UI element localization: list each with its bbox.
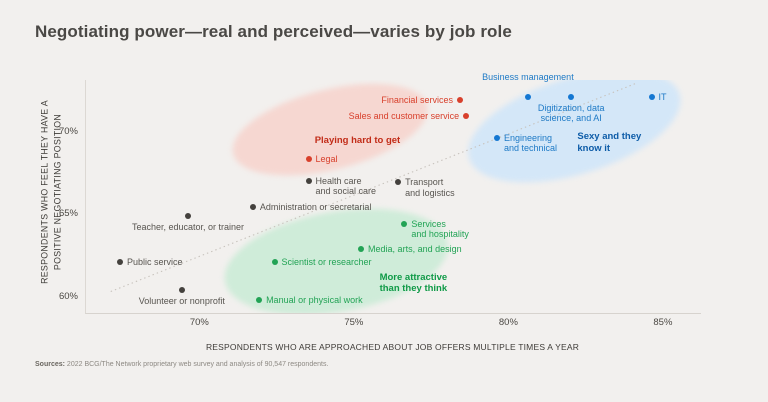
source-note: Sources: 2022 BCG/The Network proprietar… [35,361,328,368]
data-point-label: Sales and customer service [348,111,460,122]
data-point-dot [463,113,470,120]
data-point-dot [305,156,312,163]
data-point-label: IT [658,91,667,102]
data-point-label: Media, arts, and design [368,243,462,254]
data-point-dot [494,134,501,141]
data-point-dot [395,179,402,186]
x-axis-tick-label: 80% [498,317,518,328]
region-ellipses-layer [110,80,681,313]
data-point-label: Engineering and technical [504,132,558,154]
data-point-label: Health care and social care [315,175,377,197]
region-label-more-attractive-than-they-think: More attractive than they think [379,271,448,295]
data-point-label: Business management [482,72,574,83]
source-note-label: Sources: [35,361,65,368]
data-point-dot [271,258,278,265]
data-point-dot [178,286,185,293]
plot-area: Playing hard to get Sexy and they know it… [85,72,701,314]
data-point-label: Scientist or researcher [281,256,372,267]
data-point-dot [249,204,256,211]
data-point-dot [456,96,463,103]
x-axis-tick-label: 85% [653,317,673,328]
page-title: Negotiating power—real and perceived—var… [35,22,512,41]
data-point-dot [116,258,123,265]
y-axis-tick-label: 70% [58,125,78,137]
x-axis-tick-label: 70% [189,317,209,328]
data-point-dot [524,93,531,100]
region-label-sexy-and-they-know-it: Sexy and they know it [577,131,642,154]
data-point-label: Financial services [381,94,453,105]
data-point-dot [568,93,575,100]
data-point-label: Transport and logistics [405,177,455,198]
x-axis-tick-label: 75% [344,317,364,328]
data-point-dot [256,296,263,303]
data-point-dot [184,212,191,219]
data-point-label: Volunteer or nonprofit [138,295,225,306]
data-point-label: Public service [126,256,183,267]
data-point-dot [305,177,312,184]
data-point-label: Services and hospitality [411,218,469,240]
data-point-dot [648,93,655,100]
data-point-label: Legal [315,154,338,165]
data-point-dot [358,245,365,252]
region-ellipse-sexy-and-they-know-it [468,80,681,183]
data-point-label: Teacher, educator, or trainer [131,221,245,232]
y-axis-tick-label: 65% [58,208,78,220]
source-note-text: 2022 BCG/The Network proprietary web sur… [66,361,329,368]
data-point-label: Manual or physical work [266,294,363,305]
data-point-label: Administration or secretarial [259,202,372,213]
y-axis-title-line-2: POSITIVE NEGOTIATING POSITION [52,113,62,271]
y-axis-title: RESPONDENTS WHO FEEL THEY HAVE A POSITIVE… [38,62,64,322]
region-ellipse-more-attractive-than-they-think [224,208,448,313]
data-point-label: Digitization, data science, and AI [537,102,605,124]
y-axis-tick-label: 60% [58,290,78,302]
data-point-dot [401,220,408,227]
region-ellipse-playing-hard-to-get [232,83,428,176]
x-axis-title: RESPONDENTS WHO ARE APPROACHED ABOUT JOB… [205,342,580,352]
region-label-playing-hard-to-get: Playing hard to get [314,134,401,146]
